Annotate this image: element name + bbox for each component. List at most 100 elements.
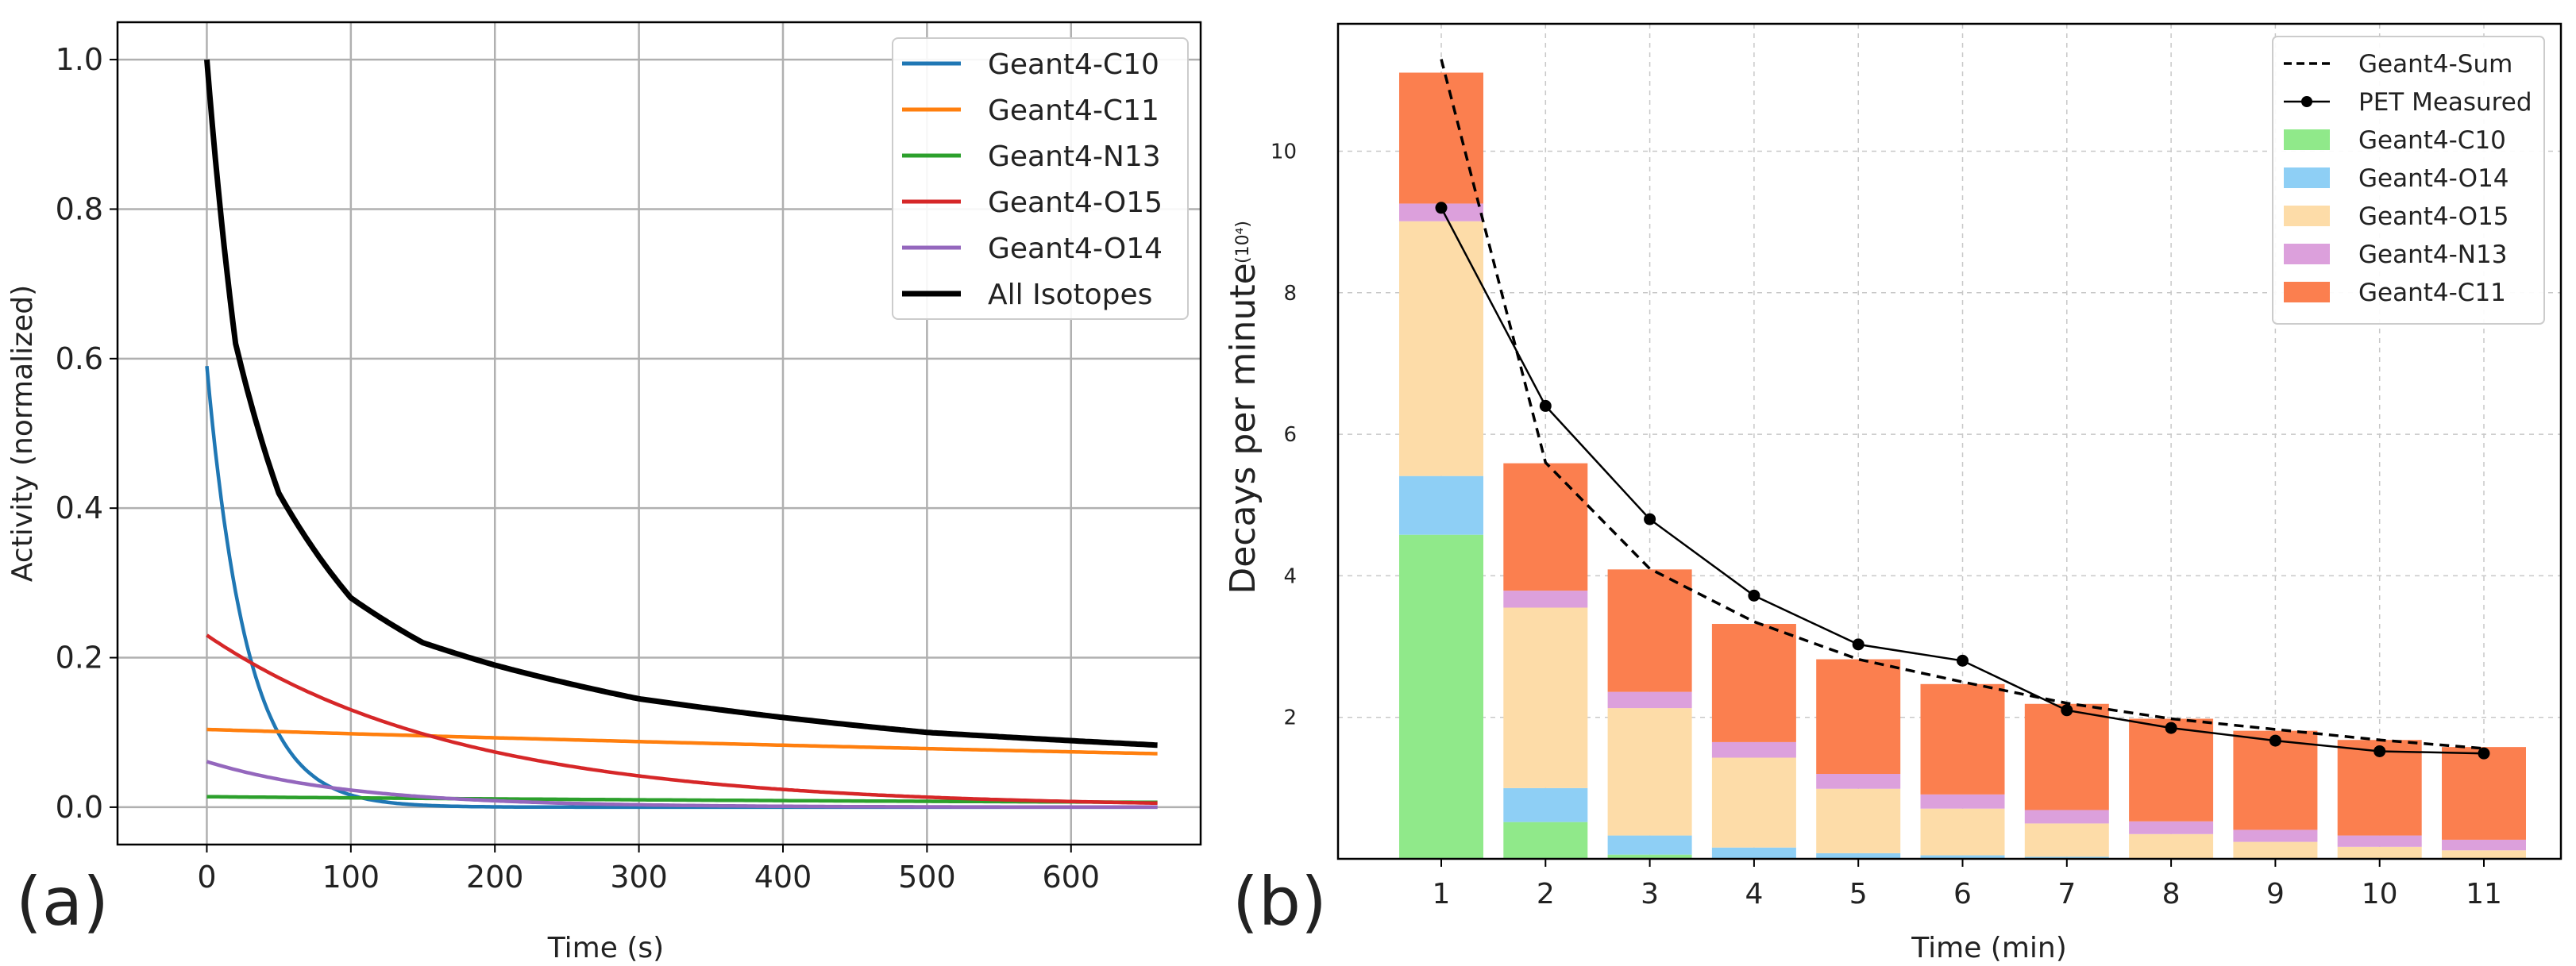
panel-b-x-ticks: 1 2 3 4 5 6 7 8 9 10 11 [1433, 859, 2502, 910]
legend-label: Geant4-O14 [988, 233, 1163, 265]
y-tick-label: 8 [1283, 282, 1297, 306]
legend-swatch [2284, 244, 2330, 264]
legend-swatch [2284, 206, 2330, 226]
bar-segment-geant4-c10 [1503, 822, 1588, 859]
panel-b-label: (b) [1232, 863, 1327, 941]
bar-segment-geant4-o15 [2024, 823, 2109, 857]
legend-label: Geant4-O15 [2358, 202, 2509, 231]
legend-marker [2301, 96, 2312, 107]
panel-a-axes-frame [116, 21, 1202, 846]
panel-b-legend: Geant4-Sum PET Measured Geant4-C10 Geant4-O… [2272, 36, 2545, 325]
bar-segment-geant4-o15 [2233, 841, 2318, 859]
bar-segment-geant4-o15 [2337, 846, 2422, 859]
x-tick-label: 0 [197, 860, 216, 895]
bar-segment-geant4-n13 [1503, 591, 1588, 608]
x-tick-label: 300 [610, 860, 668, 895]
bar-segment-geant4-n13 [1711, 741, 1796, 758]
x-tick-label: 500 [898, 860, 956, 895]
line-geant4-sum [1440, 59, 2485, 750]
x-tick-label: 8 [2162, 878, 2181, 910]
bar-segment-geant4-n13 [2024, 810, 2109, 824]
y-tick-label: 1.0 [56, 42, 103, 77]
panel-a-legend: Geant4-C10 Geant4-C11 Geant4-N13 Geant4-O15… [892, 37, 1189, 320]
x-tick-label: 600 [1042, 860, 1100, 895]
bar-segment-geant4-c11 [1920, 683, 2005, 795]
bar-segment-geant4-c10 [1399, 534, 1483, 859]
bar-segment-geant4-n13 [1607, 691, 1692, 709]
bar-segment-geant4-o14 [1399, 475, 1483, 535]
panel-a-y-axis-label: Activity (normalized) [6, 285, 39, 582]
bar-segment-geant4-o15 [2442, 850, 2526, 859]
y-tick-label: 2 [1283, 706, 1297, 730]
pet-measured-point [2374, 745, 2386, 757]
bar-segment-geant4-o14 [2024, 856, 2109, 859]
legend-label: Geant4-Sum [2358, 50, 2512, 79]
legend-label: PET Measured [2358, 88, 2532, 117]
x-tick-label: 1 [1433, 878, 1451, 910]
bar-segment-geant4-n13 [2442, 839, 2526, 851]
x-tick-label: 4 [1745, 878, 1763, 910]
x-tick-label: 2 [1537, 878, 1555, 910]
bar-segment-geant4-c10 [1607, 854, 1692, 859]
panel-b-y-axis-label-group: Decays per minute (10⁴) [1223, 221, 1263, 595]
series-line-geant4-o15 [206, 633, 1158, 806]
pet-measured-point [1748, 589, 1760, 602]
pet-measured-point [1539, 399, 1552, 412]
bar-segment-geant4-n13 [1920, 794, 2005, 809]
series-line-geant4-o14 [206, 760, 1158, 810]
panel-b-y-axis-label: Decays per minute [1223, 263, 1263, 594]
bar-segment-geant4-c11 [1816, 659, 1901, 775]
bar-segment-geant4-o15 [1607, 708, 1692, 836]
panel-a-x-ticks: 0 100 200 300 400 500 600 [197, 845, 1100, 895]
x-tick-label: 9 [2266, 878, 2285, 910]
pet-measured-point [1435, 202, 1448, 214]
panel-b-y-ticks: 2 4 6 8 10 [1271, 140, 1297, 729]
y-tick-label: 6 [1283, 423, 1297, 447]
panel-b-x-axis-label: Time (min) [1911, 932, 2067, 964]
bar-segment-geant4-o15 [1816, 788, 1901, 853]
bar-segment-geant4-o14 [1503, 787, 1588, 822]
bar-segment-geant4-n13 [2129, 821, 2214, 834]
legend-label: Geant4-O14 [2358, 164, 2509, 193]
panel-b-stacked-bar-chart: 1 2 3 4 5 6 7 8 9 10 11 2 4 6 8 10 Time (min) Decays p… [1223, 22, 2563, 964]
pet-measured-point [2478, 747, 2490, 760]
panel-a-label: (a) [16, 863, 109, 941]
bar-segment-geant4-o15 [1711, 757, 1796, 848]
bar-segment-geant4-n13 [1816, 774, 1901, 789]
panel-b-legend-box [2272, 36, 2545, 325]
x-tick-label: 3 [1641, 878, 1659, 910]
legend-label: Geant4-O15 [988, 187, 1163, 219]
legend-swatch [2284, 129, 2330, 150]
legend-label: Geant4-N13 [2358, 241, 2507, 269]
y-tick-label: 0.4 [56, 491, 103, 525]
pet-measured-point [1852, 638, 1865, 651]
y-tick-label: 0.0 [56, 790, 103, 825]
bar-segment-geant4-c11 [1711, 624, 1796, 742]
bar-segment-geant4-n13 [2233, 829, 2318, 842]
bar-segment-geant4-o15 [1399, 221, 1483, 476]
pet-measured-point [1644, 513, 1656, 525]
x-tick-label: 7 [2057, 878, 2076, 910]
bar-segment-geant4-c11 [2233, 730, 2318, 830]
panel-b-lines [1435, 59, 2490, 760]
panel-a-line-chart: 0 100 200 300 400 500 600 0.0 0.2 0.4 0.6 0.8 1.0 T… [6, 21, 1202, 964]
y-tick-label: 4 [1283, 564, 1297, 588]
panel-b-y-axis-unit: (10⁴) [1233, 221, 1253, 264]
panel-a-legend-box [892, 37, 1189, 320]
panel-b-axes-frame [1336, 22, 2563, 860]
legend-label: Geant4-C10 [988, 48, 1159, 81]
bar-segment-geant4-c11 [1503, 463, 1588, 591]
bar-segment-geant4-c11 [2129, 718, 2214, 822]
legend-label: Geant4-C11 [988, 94, 1159, 127]
pet-measured-point [1957, 654, 1969, 667]
pet-measured-point [2165, 722, 2177, 734]
series-line-geant4-n13 [206, 795, 1158, 805]
bar-segment-geant4-c11 [1399, 72, 1483, 204]
bar-segment-geant4-o15 [1503, 607, 1588, 788]
panel-a-y-ticks: 0.0 0.2 0.4 0.6 0.8 1.0 [56, 42, 118, 825]
x-tick-label: 400 [754, 860, 812, 895]
bar-segment-geant4-o14 [1607, 835, 1692, 855]
x-tick-label: 200 [466, 860, 524, 895]
bar-segment-geant4-c11 [2442, 747, 2526, 840]
